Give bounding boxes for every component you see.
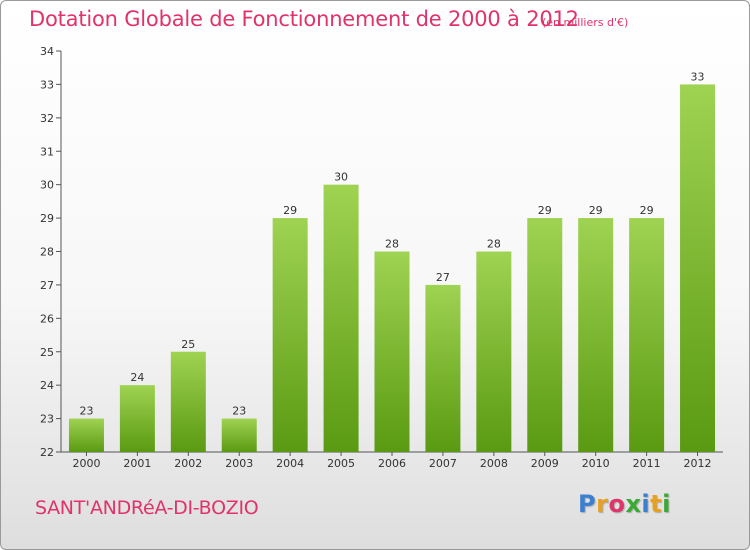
bars-group bbox=[68, 84, 716, 453]
y-tick-label: 28 bbox=[40, 246, 54, 259]
logo-letter: i bbox=[662, 490, 671, 518]
logo-letter: t bbox=[650, 490, 663, 518]
x-tick-label: 2005 bbox=[327, 457, 355, 470]
y-tick-label: 23 bbox=[40, 413, 54, 426]
y-tick-label: 30 bbox=[40, 179, 54, 192]
y-tick-label: 26 bbox=[40, 312, 54, 325]
y-tick-label: 29 bbox=[40, 212, 54, 225]
logo-letter: x bbox=[625, 490, 642, 518]
bar bbox=[578, 218, 614, 452]
x-tick-label: 2008 bbox=[480, 457, 508, 470]
logo-letter: i bbox=[641, 490, 651, 518]
data-label: 25 bbox=[181, 338, 195, 351]
x-tick-label: 2009 bbox=[531, 457, 559, 470]
x-tick-label: 2001 bbox=[123, 457, 151, 470]
bar bbox=[119, 385, 155, 452]
bar bbox=[323, 184, 359, 452]
bar bbox=[476, 251, 512, 452]
bar bbox=[68, 418, 104, 452]
proxiti-logo: Proxiti bbox=[578, 490, 671, 518]
data-label: 29 bbox=[283, 204, 297, 217]
data-label: 23 bbox=[232, 405, 246, 418]
y-tick-label: 32 bbox=[40, 112, 54, 125]
bar bbox=[629, 218, 665, 452]
y-tick-label: 24 bbox=[40, 379, 54, 392]
bar bbox=[272, 218, 308, 452]
data-label: 30 bbox=[334, 171, 348, 184]
data-label: 28 bbox=[385, 238, 399, 251]
bar bbox=[221, 418, 257, 452]
y-tick-label: 25 bbox=[40, 346, 54, 359]
x-tick-label: 2007 bbox=[429, 457, 457, 470]
chart-title: Dotation Globale de Fonctionnement de 20… bbox=[29, 7, 579, 31]
x-tick-label: 2010 bbox=[582, 457, 610, 470]
bar bbox=[170, 351, 206, 452]
chart-subtitle: (en milliers d'€) bbox=[542, 16, 629, 29]
bar bbox=[680, 84, 716, 453]
bar bbox=[374, 251, 410, 452]
x-tick-label: 2003 bbox=[225, 457, 253, 470]
data-label: 33 bbox=[691, 70, 705, 83]
x-tick-label: 2011 bbox=[633, 457, 661, 470]
y-tick-label: 31 bbox=[40, 145, 54, 158]
data-label: 24 bbox=[130, 371, 144, 384]
logo-letter: P bbox=[578, 490, 597, 518]
logo-letter: r bbox=[596, 490, 609, 518]
axes: 22 23 24 25 26 27 28 29 30 31 32 33 34 2000 2001 2002 20… bbox=[40, 45, 723, 470]
bar bbox=[527, 218, 563, 452]
data-label: 29 bbox=[589, 204, 603, 217]
data-label: 27 bbox=[436, 271, 450, 284]
data-label: 28 bbox=[487, 238, 501, 251]
y-tick-label: 33 bbox=[40, 78, 54, 91]
commune-name: SANT'ANDRéA-DI-BOZIO bbox=[35, 497, 259, 519]
x-tick-label: 2002 bbox=[174, 457, 202, 470]
x-tick-label: 2004 bbox=[276, 457, 304, 470]
x-tick-label: 2012 bbox=[684, 457, 712, 470]
logo-letter: o bbox=[608, 490, 626, 518]
x-tick-label: 2000 bbox=[72, 457, 100, 470]
data-label: 23 bbox=[79, 405, 93, 418]
y-tick-label: 34 bbox=[40, 45, 54, 58]
x-tick-label: 2006 bbox=[378, 457, 406, 470]
y-tick-label: 27 bbox=[40, 279, 54, 292]
y-tick-label: 22 bbox=[40, 446, 54, 459]
data-label: 29 bbox=[538, 204, 552, 217]
labels-group: 23 24 25 23 29 30 28 27 28 29 29 29 33 bbox=[79, 70, 704, 417]
data-label: 29 bbox=[640, 204, 654, 217]
bar bbox=[425, 284, 461, 452]
